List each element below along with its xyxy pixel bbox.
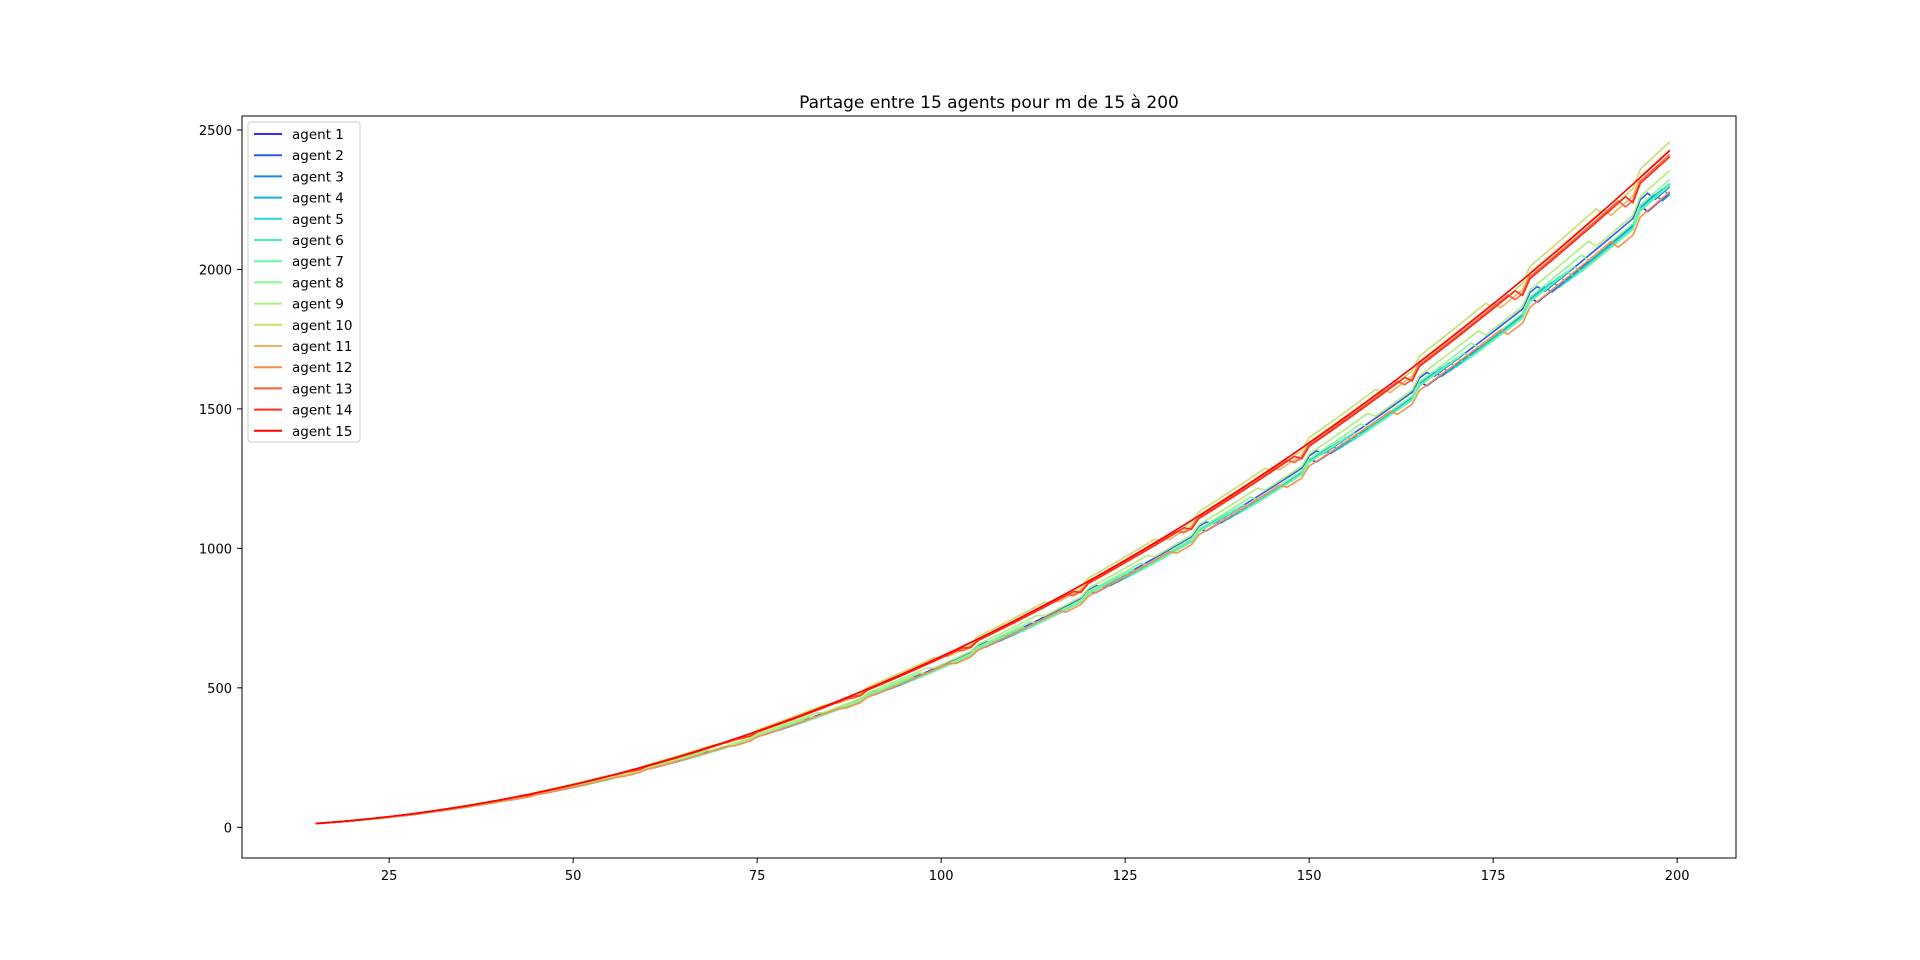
legend-label: agent 7 — [292, 254, 344, 270]
x-tick-label: 200 — [1665, 869, 1690, 884]
legend-label: agent 12 — [292, 360, 352, 376]
chart-title: Partage entre 15 agents pour m de 15 à 2… — [799, 93, 1179, 113]
legend-label: agent 1 — [292, 127, 344, 143]
legend-label: agent 4 — [292, 191, 344, 207]
legend-label: agent 2 — [292, 148, 344, 164]
legend-label: agent 6 — [292, 233, 344, 249]
y-tick-label: 2500 — [199, 124, 232, 139]
series-line-agent-12 — [315, 191, 1671, 825]
x-tick-label: 175 — [1481, 869, 1506, 884]
legend-box — [247, 121, 361, 443]
x-axis: 25 50 75 100 125 150 175 200 — [381, 858, 1690, 884]
y-tick-label: 500 — [207, 682, 232, 697]
legend: agent 1 agent 2 agent 3 agent 4 agent 5 agent… — [247, 121, 361, 443]
series-line-agent-15 — [315, 150, 1671, 825]
legend-label: agent 9 — [292, 297, 344, 313]
y-axis: 0 500 1000 1500 2000 2500 — [199, 124, 242, 836]
legend-label: agent 13 — [292, 381, 352, 397]
x-tick-label: 75 — [749, 869, 766, 884]
x-tick-label: 125 — [1113, 869, 1138, 884]
legend-label: agent 14 — [292, 403, 352, 419]
y-tick-label: 0 — [224, 821, 232, 836]
x-tick-label: 150 — [1297, 869, 1322, 884]
legend-label: agent 3 — [292, 169, 344, 185]
y-tick-label: 1500 — [199, 403, 232, 418]
legend-label: agent 5 — [292, 212, 344, 228]
x-tick-label: 100 — [929, 869, 954, 884]
x-tick-label: 25 — [381, 869, 398, 884]
plot-area-frame — [241, 115, 1737, 859]
legend-label: agent 8 — [292, 275, 344, 291]
x-tick-label: 50 — [565, 869, 582, 884]
legend-label: agent 11 — [292, 339, 352, 355]
series-layer — [315, 141, 1671, 825]
legend-label: agent 10 — [292, 318, 352, 334]
legend-label: agent 15 — [292, 424, 352, 440]
y-tick-label: 1000 — [199, 542, 232, 557]
y-tick-label: 2000 — [199, 263, 232, 278]
